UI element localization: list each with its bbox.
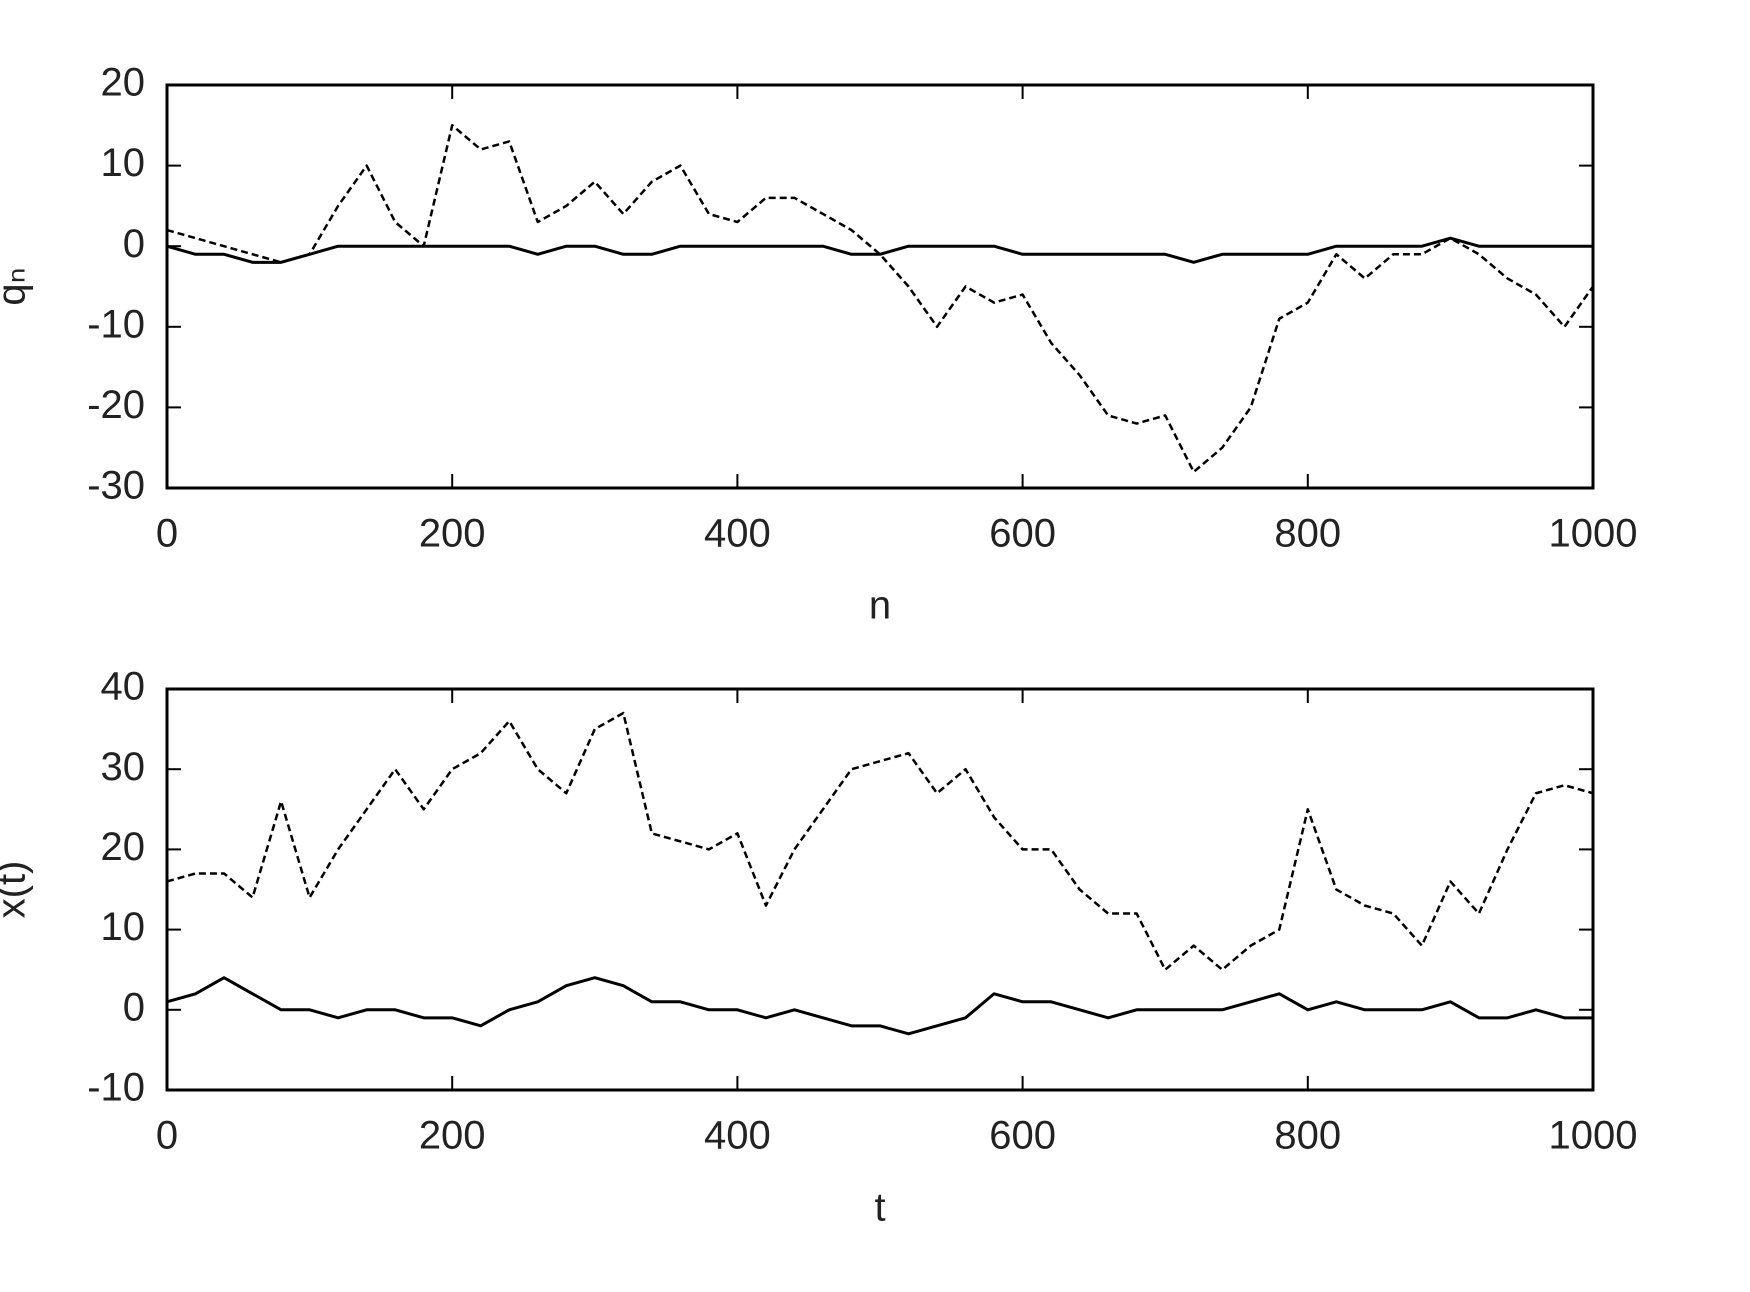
x-tick-label: 600 bbox=[989, 1114, 1056, 1158]
x-tick-label: 1000 bbox=[1549, 1114, 1638, 1158]
data-line bbox=[166, 976, 1593, 1036]
y-tick-label: 0 bbox=[123, 985, 145, 1029]
y-tick-label: 0 bbox=[123, 222, 145, 266]
y-tick-label: -20 bbox=[87, 383, 145, 427]
data-line bbox=[166, 236, 1593, 264]
y-tick-label: 10 bbox=[101, 905, 146, 949]
x-axis-label: n bbox=[869, 584, 891, 628]
plot-frame bbox=[165, 83, 1595, 490]
x-tick-label: 600 bbox=[989, 512, 1056, 556]
x-axis-label: t bbox=[874, 1186, 885, 1230]
x-tick-label: 0 bbox=[156, 512, 178, 556]
plot-frame bbox=[165, 687, 1595, 1092]
x-tick-label: 200 bbox=[419, 512, 486, 556]
x-tick-label: 200 bbox=[419, 1114, 486, 1158]
x-tick-label: 1000 bbox=[1549, 512, 1638, 556]
x-tick-label: 400 bbox=[704, 512, 771, 556]
x-tick-label: 400 bbox=[704, 1114, 771, 1158]
y-tick-label: -10 bbox=[87, 1066, 145, 1110]
y-tick-label: 20 bbox=[101, 61, 146, 105]
data-line bbox=[166, 124, 1595, 474]
x-tick-label: 0 bbox=[156, 1114, 178, 1158]
y-tick-label: 20 bbox=[101, 825, 146, 869]
x-tick-label: 800 bbox=[1274, 512, 1341, 556]
y-tick-label: -10 bbox=[87, 302, 145, 346]
y-axis-label: x(t) bbox=[0, 861, 34, 919]
data-line bbox=[166, 711, 1594, 971]
y-tick-label: 40 bbox=[101, 665, 146, 709]
x-tick-label: 800 bbox=[1274, 1114, 1341, 1158]
y-tick-label: 10 bbox=[101, 141, 146, 185]
y-tick-label: -30 bbox=[87, 464, 145, 508]
y-tick-label: 30 bbox=[101, 745, 146, 789]
y-axis-label: qₙ bbox=[0, 267, 34, 305]
